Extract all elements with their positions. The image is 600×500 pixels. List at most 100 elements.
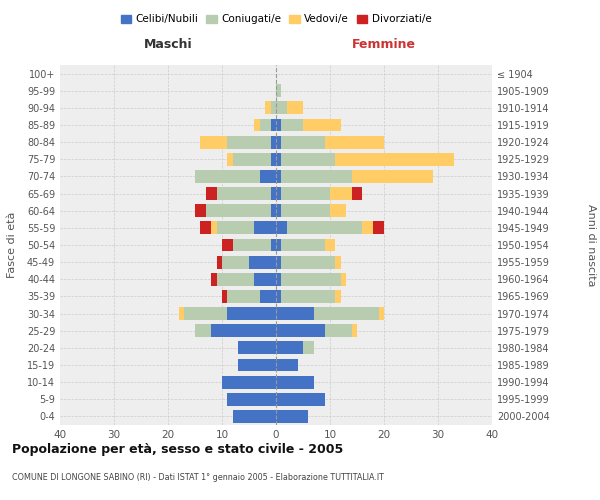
Bar	[276, 376, 314, 388]
Bar	[238, 342, 276, 354]
Bar	[276, 307, 314, 320]
Bar	[206, 187, 217, 200]
Text: Popolazione per età, sesso e stato civile - 2005: Popolazione per età, sesso e stato civil…	[12, 442, 343, 456]
Bar	[271, 238, 276, 252]
Bar	[200, 136, 227, 148]
Bar	[281, 204, 330, 217]
Bar	[276, 136, 281, 148]
Bar	[260, 170, 276, 183]
Bar	[276, 170, 281, 183]
Bar	[281, 136, 325, 148]
Bar	[276, 273, 281, 285]
Bar	[335, 153, 454, 166]
Bar	[335, 256, 341, 268]
Bar	[227, 153, 233, 166]
Bar	[271, 187, 276, 200]
Bar	[276, 290, 281, 303]
Bar	[281, 187, 330, 200]
Bar	[303, 342, 314, 354]
Bar	[325, 324, 352, 337]
Text: COMUNE DI LONGONE SABINO (RI) - Dati ISTAT 1° gennaio 2005 - Elaborazione TUTTIT: COMUNE DI LONGONE SABINO (RI) - Dati IST…	[12, 472, 384, 482]
Bar	[195, 324, 211, 337]
Bar	[222, 376, 276, 388]
Bar	[281, 153, 335, 166]
Bar	[222, 256, 249, 268]
Bar	[281, 238, 325, 252]
Text: Femmine: Femmine	[352, 38, 416, 52]
Bar	[276, 256, 281, 268]
Bar	[254, 273, 276, 285]
Bar	[325, 238, 335, 252]
Bar	[373, 222, 384, 234]
Text: Maschi: Maschi	[143, 38, 193, 52]
Text: Anni di nascita: Anni di nascita	[586, 204, 596, 286]
Bar	[217, 222, 254, 234]
Bar	[179, 307, 184, 320]
Bar	[281, 256, 335, 268]
Bar	[195, 204, 206, 217]
Bar	[314, 307, 379, 320]
Bar	[330, 204, 346, 217]
Bar	[260, 290, 276, 303]
Bar	[227, 307, 276, 320]
Bar	[276, 187, 281, 200]
Bar	[265, 102, 271, 114]
Bar	[271, 136, 276, 148]
Bar	[352, 170, 433, 183]
Bar	[341, 273, 346, 285]
Bar	[233, 238, 271, 252]
Bar	[271, 102, 276, 114]
Bar	[276, 118, 281, 132]
Bar	[222, 238, 233, 252]
Bar	[211, 273, 217, 285]
Bar	[206, 204, 271, 217]
Bar	[287, 102, 303, 114]
Bar	[276, 84, 281, 97]
Bar	[233, 153, 271, 166]
Bar	[281, 273, 341, 285]
Bar	[271, 204, 276, 217]
Bar	[352, 324, 357, 337]
Bar	[271, 153, 276, 166]
Bar	[227, 290, 260, 303]
Text: Fasce di età: Fasce di età	[7, 212, 17, 278]
Bar	[195, 170, 260, 183]
Bar	[227, 393, 276, 406]
Bar	[254, 222, 276, 234]
Bar	[303, 118, 341, 132]
Bar	[238, 358, 276, 372]
Bar	[281, 118, 303, 132]
Bar	[325, 136, 384, 148]
Bar	[222, 290, 227, 303]
Bar	[233, 410, 276, 423]
Bar	[200, 222, 211, 234]
Legend: Celibi/Nubili, Coniugati/e, Vedovi/e, Divorziati/e: Celibi/Nubili, Coniugati/e, Vedovi/e, Di…	[116, 10, 436, 29]
Bar	[254, 118, 260, 132]
Bar	[227, 136, 271, 148]
Bar	[211, 324, 276, 337]
Bar	[211, 222, 217, 234]
Bar	[260, 118, 271, 132]
Bar	[276, 204, 281, 217]
Bar	[276, 238, 281, 252]
Bar	[379, 307, 384, 320]
Bar	[281, 290, 335, 303]
Bar	[281, 170, 352, 183]
Bar	[276, 324, 325, 337]
Bar	[276, 393, 325, 406]
Bar	[271, 118, 276, 132]
Bar	[335, 290, 341, 303]
Bar	[276, 102, 287, 114]
Bar	[276, 342, 303, 354]
Bar	[352, 187, 362, 200]
Bar	[217, 187, 271, 200]
Bar	[184, 307, 227, 320]
Bar	[249, 256, 276, 268]
Bar	[276, 358, 298, 372]
Bar	[330, 187, 352, 200]
Bar	[287, 222, 362, 234]
Bar	[276, 222, 287, 234]
Bar	[276, 153, 281, 166]
Bar	[276, 410, 308, 423]
Bar	[217, 273, 254, 285]
